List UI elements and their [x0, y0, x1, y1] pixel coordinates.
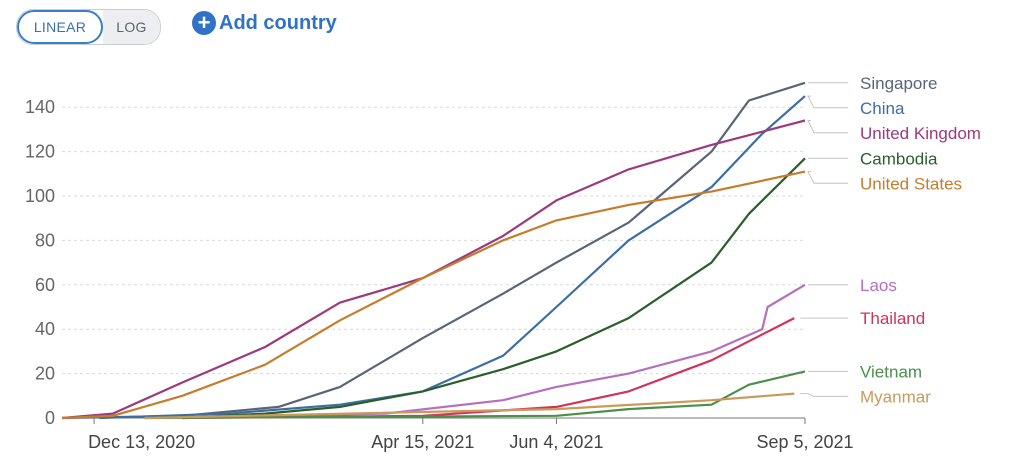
- y-tick-label: 80: [35, 230, 55, 250]
- legend-label-laos: Laos: [860, 276, 897, 295]
- plus-circle-icon: +: [192, 11, 216, 35]
- add-country-button[interactable]: + Add country: [192, 11, 337, 35]
- series-line-myanmar: [144, 392, 795, 420]
- legend-connector: [800, 393, 848, 397]
- legend-label-myanmar: Myanmar: [860, 387, 931, 406]
- legend-label-united-kingdom: United Kingdom: [860, 124, 981, 143]
- legend-connector: [807, 95, 848, 109]
- y-tick-label: 100: [25, 186, 55, 206]
- y-tick-label: 140: [25, 97, 55, 117]
- legend-label-cambodia: Cambodia: [860, 149, 938, 168]
- series-line-united-states: [61, 170, 806, 420]
- x-tick-label: Sep 5, 2021: [756, 432, 853, 452]
- scale-toggle: LINEAR LOG: [16, 9, 161, 45]
- legend-label-china: China: [860, 99, 905, 118]
- series-line-china: [99, 95, 806, 420]
- add-country-label: Add country: [219, 11, 337, 34]
- legend-label-thailand: Thailand: [860, 309, 925, 328]
- x-tick-label: Apr 15, 2021: [371, 432, 474, 452]
- log-scale-button[interactable]: LOG: [103, 10, 160, 44]
- y-tick-label: 40: [35, 319, 55, 339]
- y-tick-label: 0: [45, 408, 55, 428]
- series-line-singapore: [61, 81, 806, 420]
- series-line-cambodia: [182, 157, 806, 420]
- linear-scale-button[interactable]: LINEAR: [17, 10, 103, 44]
- series-line-laos: [182, 283, 806, 420]
- series-line-thailand: [182, 317, 795, 420]
- y-tick-label: 120: [25, 142, 55, 162]
- x-tick-label: Dec 13, 2020: [88, 432, 195, 452]
- legend-label-vietnam: Vietnam: [860, 362, 922, 381]
- series-line-vietnam: [144, 370, 806, 420]
- legend-connector: [807, 120, 848, 134]
- legend-label-united-states: United States: [860, 174, 962, 193]
- legend-label-singapore: Singapore: [860, 74, 938, 93]
- y-tick-label: 60: [35, 275, 55, 295]
- y-tick-label: 20: [35, 364, 55, 384]
- legend-connector: [807, 171, 848, 184]
- x-tick-label: Jun 4, 2021: [509, 432, 603, 452]
